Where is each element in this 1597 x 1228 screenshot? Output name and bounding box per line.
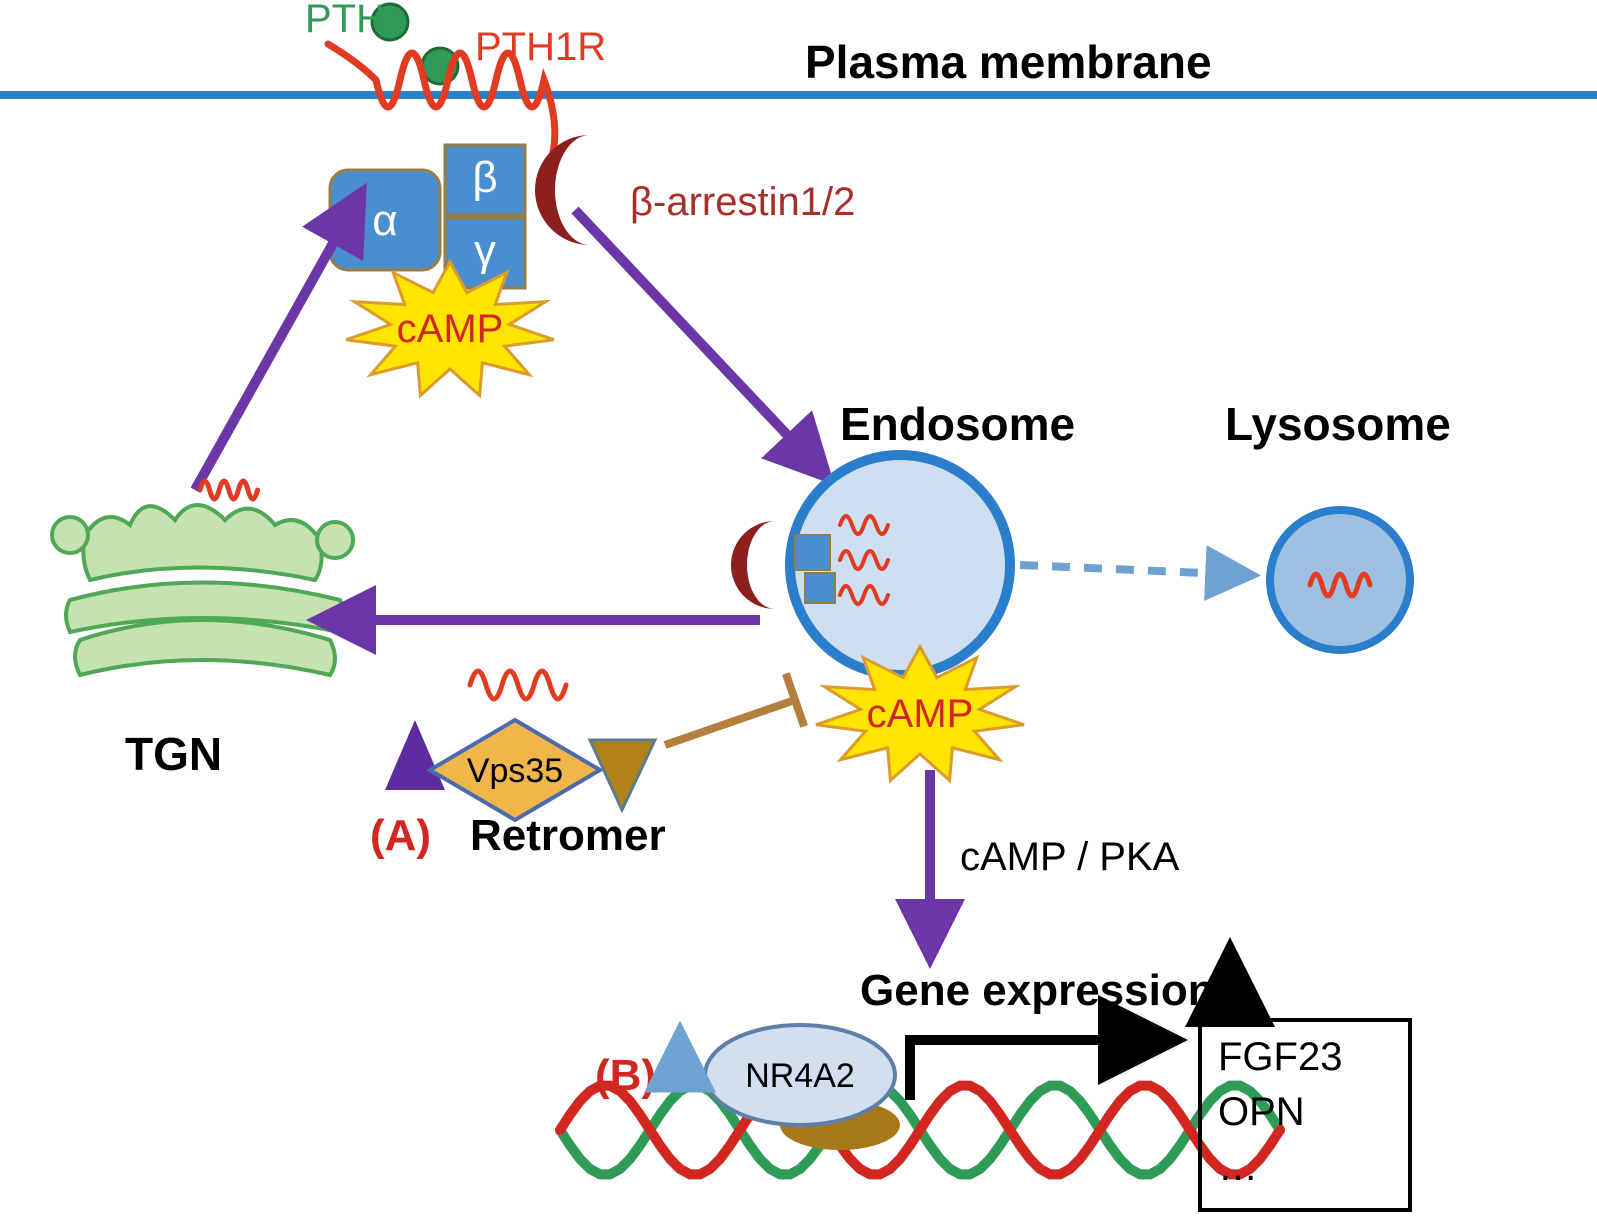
- gene-expression-label: Gene expression: [860, 966, 1215, 1015]
- dna-icon: [560, 1086, 1280, 1175]
- inhibitor-line: [665, 700, 795, 745]
- pth-label: PTH: [305, 0, 385, 41]
- panel-a-label: (A): [370, 811, 431, 860]
- g-beta-label: β: [472, 153, 497, 202]
- lysosome-icon: [1270, 510, 1410, 650]
- ellipsis-label: …: [1218, 1145, 1258, 1189]
- arrestin-label: β-arrestin1/2: [630, 180, 855, 224]
- g-protein-small-icon: [805, 573, 835, 603]
- lysosome-label: Lysosome: [1225, 398, 1451, 450]
- vps35-label: Vps35: [467, 752, 563, 790]
- arrow-endosome-to-lysosome: [1020, 565, 1250, 575]
- nr4a2-label: NR4A2: [745, 1057, 855, 1095]
- endosome-label: Endosome: [840, 398, 1075, 450]
- camp-label: cAMP: [867, 692, 974, 736]
- tgn-golgi-icon: [52, 481, 353, 675]
- g-gamma-label: γ: [474, 226, 496, 275]
- arrestin-icon: [535, 135, 590, 245]
- g-alpha-label: α: [372, 196, 397, 245]
- arrow-membrane-to-endosome: [575, 210, 825, 475]
- pth1r-label: PTH1R: [475, 25, 606, 69]
- plasma-membrane-label: Plasma membrane: [805, 36, 1212, 88]
- arrestin-icon: [731, 521, 775, 609]
- g-protein-small-icon: [795, 535, 830, 570]
- fgf23-label: FGF23: [1218, 1035, 1342, 1079]
- arrow-tgn-to-membrane: [195, 195, 360, 490]
- camp-label: cAMP: [397, 307, 504, 351]
- opn-label: OPN: [1218, 1090, 1305, 1134]
- camp-pka-label: cAMP / PKA: [960, 835, 1180, 879]
- retromer-label: Retromer: [470, 811, 666, 860]
- retromer-icon: Vps35: [385, 671, 655, 820]
- panel-b-label: (B): [595, 1051, 656, 1100]
- tgn-label: TGN: [125, 728, 222, 780]
